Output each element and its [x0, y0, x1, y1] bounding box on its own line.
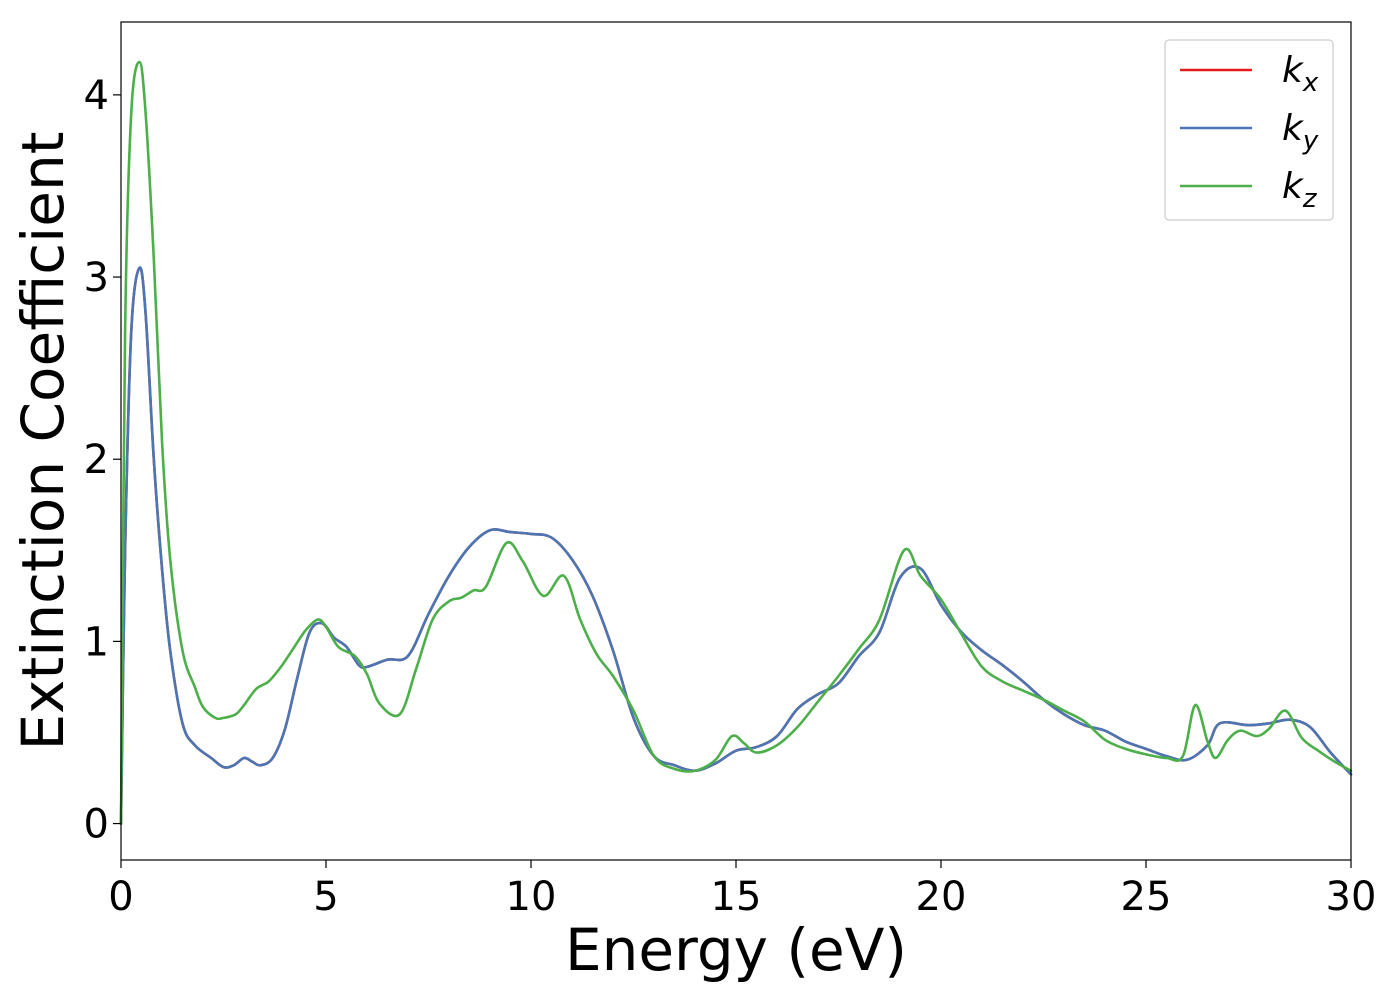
x-tick-label: 20	[916, 874, 967, 920]
y-axis-title: Extinction Coefficient	[9, 132, 77, 751]
legend-label-ky: ky	[1282, 108, 1319, 156]
x-tick-label: 5	[313, 874, 338, 920]
x-axis: 0 5 10 15 20 25 30	[108, 860, 1376, 920]
y-tick-label: 3	[84, 255, 109, 301]
x-axis-title: Energy (eV)	[565, 916, 907, 984]
y-tick-label: 1	[84, 619, 109, 665]
legend-box	[1164, 39, 1334, 221]
series-line-ky	[119, 266, 1353, 825]
y-tick-label: 0	[84, 802, 109, 848]
x-tick-label: 10	[506, 874, 557, 920]
series-lines-layer	[119, 60, 1353, 825]
x-tick-label: 0	[108, 874, 133, 920]
legend-label-kx: kx	[1282, 50, 1319, 98]
series-line-kx	[119, 266, 1353, 825]
y-tick-label: 2	[84, 437, 109, 483]
y-axis: 0 1 2 3 4	[84, 73, 121, 848]
x-tick-label: 25	[1121, 874, 1172, 920]
series-line-kz	[119, 60, 1353, 825]
x-tick-label: 15	[711, 874, 762, 920]
x-tick-label: 30	[1326, 874, 1377, 920]
y-tick-label: 4	[84, 73, 109, 119]
